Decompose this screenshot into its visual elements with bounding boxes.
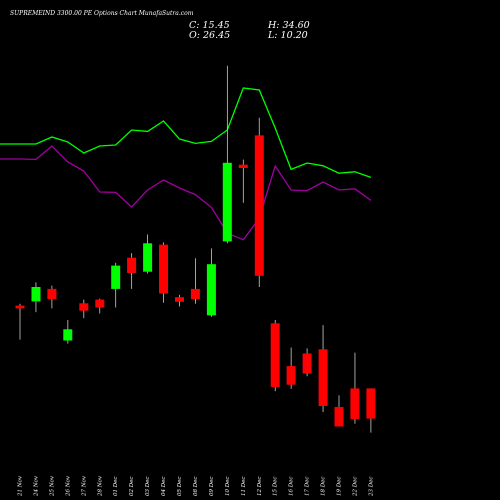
x-tick-label: 22 Dec — [352, 477, 358, 498]
candle-08-dec — [190, 258, 200, 304]
x-tick-label: 19 Dec — [337, 477, 343, 497]
candle-body — [350, 388, 360, 420]
low-value: L: 10.20 — [268, 30, 308, 41]
candle-body — [15, 305, 25, 309]
candle-28-nov — [95, 298, 105, 314]
candle-body — [175, 297, 184, 302]
x-tick-label: 24 Nov — [34, 475, 40, 497]
candle-05-dec — [175, 294, 184, 307]
candle-body — [31, 287, 41, 302]
candle-body — [127, 257, 137, 273]
candle-body — [95, 299, 105, 308]
candle-27-nov — [79, 299, 89, 319]
candle-body — [111, 265, 121, 289]
candle-body — [238, 164, 248, 168]
x-tick-label: 27 Nov — [81, 475, 87, 497]
candle-09-dec — [206, 248, 216, 317]
candle-03-dec — [143, 234, 153, 274]
x-tick-label: 23 Dec — [368, 477, 374, 498]
candle-body — [63, 329, 73, 341]
chart-title: SUPREMEIND 3300.00 PE Options Chart Muna… — [10, 10, 194, 17]
candle-25-nov — [47, 285, 57, 309]
x-tick-label: 26 Nov — [65, 475, 71, 497]
candle-body — [302, 353, 312, 374]
x-tick-label: 02 Dec — [129, 477, 135, 497]
candle-24-nov — [31, 282, 41, 313]
candle-body — [206, 264, 216, 316]
x-axis-ticks: 21 Nov 24 Nov 25 Nov 26 Nov 27 Nov 28 Nov 01 D… — [18, 475, 375, 497]
candle-26-nov — [63, 320, 73, 344]
x-tick-label: 11 Dec — [241, 477, 247, 497]
candle-body — [79, 303, 89, 311]
candle-10-dec — [222, 65, 232, 244]
candle-body — [270, 323, 280, 387]
candle-16-dec — [286, 347, 296, 389]
indicator-lines — [0, 87, 372, 241]
candle-15-dec — [270, 320, 280, 392]
candle-body — [159, 244, 168, 294]
candle-body — [286, 366, 296, 385]
candle-22-dec — [350, 352, 360, 424]
candle-body — [334, 407, 344, 427]
candle-body — [318, 349, 328, 406]
open-value: O: 26.45 — [189, 30, 231, 41]
x-tick-label: 03 Dec — [145, 477, 151, 497]
candle-04-dec — [159, 242, 168, 303]
x-tick-label: 08 Dec — [193, 477, 199, 497]
candle-18-dec — [318, 325, 328, 413]
x-tick-label: 10 Dec — [225, 477, 231, 497]
candle-body — [366, 388, 376, 419]
x-tick-label: 09 Dec — [209, 477, 215, 497]
x-tick-label: 25 Nov — [49, 475, 55, 497]
candle-23-dec — [366, 388, 376, 433]
high-value: H: 34.60 — [268, 20, 310, 31]
candle-12-dec — [254, 117, 264, 287]
x-tick-label: 21 Nov — [18, 475, 24, 497]
close-value: C: 15.45 — [189, 20, 230, 31]
x-tick-label: 28 Nov — [97, 475, 103, 497]
candle-19-dec — [334, 395, 344, 427]
candle-17-dec — [302, 348, 312, 377]
x-tick-label: 05 Dec — [177, 477, 183, 497]
candle-01-dec — [111, 262, 121, 308]
x-tick-label: 15 Dec — [273, 477, 279, 497]
candle-body — [254, 135, 264, 276]
candle-body — [47, 288, 57, 300]
indicator-line-1 — [0, 87, 372, 179]
x-tick-label: 16 Dec — [289, 477, 295, 497]
x-tick-label: 17 Dec — [305, 477, 311, 497]
candle-02-dec — [127, 253, 137, 289]
candle-body — [222, 162, 232, 242]
candle-body — [190, 288, 200, 300]
candlesticks — [15, 65, 376, 433]
indicator-line-2 — [0, 145, 372, 241]
x-tick-label: 01 Dec — [113, 477, 119, 497]
candle-21-nov — [15, 303, 25, 340]
x-tick-label: 12 Dec — [257, 477, 263, 497]
x-tick-label: 04 Dec — [161, 477, 167, 497]
candle-body — [143, 243, 153, 272]
candle-11-dec — [238, 159, 248, 203]
x-tick-label: 18 Dec — [321, 477, 327, 497]
